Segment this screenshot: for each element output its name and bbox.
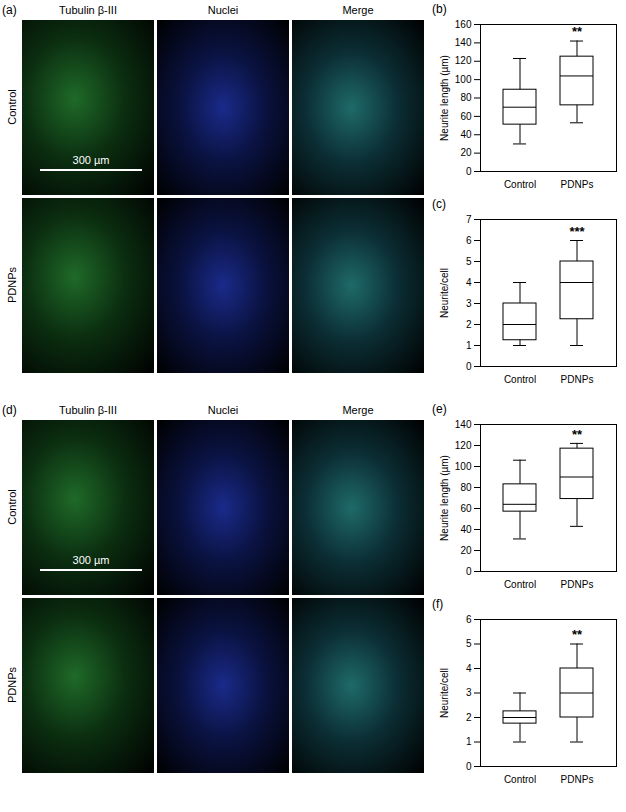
svg-text:1: 1 [466,736,472,747]
svg-text:PDNPs: PDNPs [561,579,594,590]
svg-text:60: 60 [460,503,472,514]
html-text:Tubulin β-III: Tubulin β-III [59,404,117,416]
svg-text:80: 80 [460,92,472,103]
svg-text:6: 6 [466,614,472,625]
svg-text:**: ** [572,427,583,442]
svg-text:PDNPs: PDNPs [561,374,594,385]
html-text:Merge: Merge [342,404,374,416]
svg-text:5: 5 [466,638,472,649]
svg-text:0: 0 [466,566,472,577]
svg-text:140: 140 [455,419,472,430]
svg-text:Control: Control [504,374,536,385]
svg-text:Control: Control [504,579,536,590]
svg-text:60: 60 [460,111,472,122]
html-text:Nuclei: Nuclei [207,404,239,416]
svg-text:120: 120 [455,440,472,451]
html-text:(c): (c) [432,197,446,211]
svg-text:40: 40 [460,524,472,535]
svg-text:**: ** [572,24,583,39]
svg-text:0: 0 [466,361,472,372]
html-text:Tubulin β-III: Tubulin β-III [59,4,117,16]
svg-text:***: *** [569,224,585,239]
svg-text:Control: Control [504,179,536,190]
svg-text:80: 80 [460,482,472,493]
svg-text:0: 0 [466,166,472,177]
html-text:Control: Control [5,488,17,525]
svg-text:20: 20 [460,545,472,556]
html-text:(d): (d) [2,403,17,417]
svg-text:2: 2 [466,712,472,723]
svg-text:20: 20 [460,147,472,158]
html-text:Merge: Merge [342,4,374,16]
svg-text:Neurite length (µm): Neurite length (µm) [439,455,450,541]
svg-text:100: 100 [455,461,472,472]
html-text:(e): (e) [432,402,447,416]
html-text:(a): (a) [2,3,17,17]
html-text:300 µm: 300 µm [72,554,110,566]
svg-text:5: 5 [466,256,472,267]
html-text:Control: Control [5,88,17,125]
svg-text:**: ** [572,627,583,642]
html-text:300 µm: 300 µm [72,154,110,166]
svg-text:Neurite length (µm): Neurite length (µm) [439,55,450,141]
svg-text:2: 2 [466,319,472,330]
html-text:PDNPs: PDNPs [5,666,17,703]
svg-text:PDNPs: PDNPs [561,774,594,785]
svg-text:4: 4 [466,277,472,288]
svg-text:7: 7 [466,214,472,225]
html-text:(b): (b) [432,2,447,16]
svg-text:40: 40 [460,129,472,140]
svg-text:160: 160 [455,19,472,30]
svg-text:1: 1 [466,340,472,351]
svg-text:4: 4 [466,663,472,674]
html-text:PDNPs: PDNPs [5,266,17,303]
svg-text:0: 0 [466,761,472,772]
svg-text:PDNPs: PDNPs [561,179,594,190]
svg-text:Neurite/cell: Neurite/cell [439,668,450,718]
html-text:Nuclei: Nuclei [207,4,239,16]
svg-text:6: 6 [466,235,472,246]
svg-text:140: 140 [455,37,472,48]
html-text:(f): (f) [432,597,444,611]
svg-text:Control: Control [504,774,536,785]
svg-text:100: 100 [455,74,472,85]
svg-text:Neurite/cell: Neurite/cell [439,268,450,318]
svg-text:3: 3 [466,298,472,309]
svg-text:3: 3 [466,687,472,698]
svg-text:120: 120 [455,55,472,66]
